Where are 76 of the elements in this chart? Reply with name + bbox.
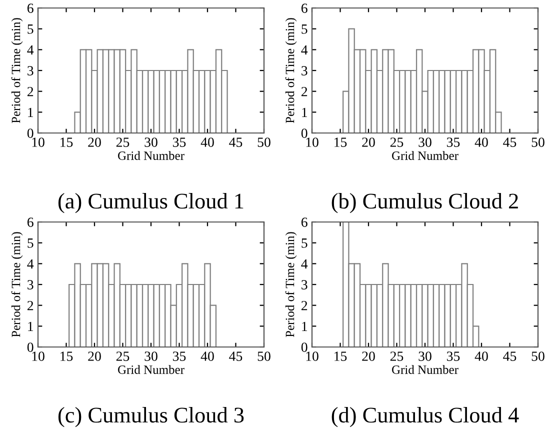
- text: (d) Cumulus Cloud 4: [332, 407, 519, 428]
- x-tick-label: 20: [88, 352, 101, 361]
- x-tick-label: 35: [446, 352, 460, 361]
- x-tick-label: 25: [390, 352, 404, 361]
- x-tick-label: 25: [116, 138, 130, 147]
- x-tick-label: 20: [88, 138, 101, 147]
- y-tick-label: 4: [301, 45, 308, 54]
- x-tick-label: 10: [32, 138, 44, 147]
- y-tick-label: 4: [301, 259, 308, 268]
- y-tick-label: 0: [27, 342, 34, 352]
- x-tick-label: 10: [32, 352, 44, 361]
- x-tick-label: 45: [229, 138, 242, 147]
- text: (b) Cumulus Cloud 2: [332, 193, 518, 214]
- x-tick-label: 40: [200, 138, 214, 147]
- y-tick-label: 2: [28, 300, 34, 310]
- x-tick-label: 30: [144, 138, 158, 147]
- y-axis-title: Period of Time (min): [11, 232, 23, 338]
- x-tick-label: 40: [200, 352, 214, 361]
- y-tick-label: 2: [28, 86, 34, 96]
- y-tick-label: 3: [28, 280, 34, 290]
- y-tick-label: 1: [302, 108, 307, 117]
- y-tick-label: 3: [302, 66, 308, 76]
- y-tick-label: 0: [301, 128, 308, 138]
- x-tick-label: 50: [258, 138, 270, 147]
- y-tick-label: 4: [27, 45, 34, 54]
- x-tick-label: 15: [334, 352, 347, 361]
- y-tick-label: 6: [27, 4, 34, 13]
- y-tick-label: 6: [301, 218, 308, 227]
- x-tick-label: 15: [334, 138, 347, 147]
- x-tick-label: 40: [474, 138, 488, 147]
- y-axis-title: Period of Time (min): [285, 18, 297, 124]
- x-tick-label: 30: [144, 352, 158, 361]
- x-tick-label: 45: [503, 352, 516, 361]
- y-axis-title: Period of Time (min): [285, 232, 297, 338]
- text: (a) Cumulus Cloud 1: [58, 193, 244, 214]
- x-tick-label: 45: [503, 138, 516, 147]
- y-tick-label: 4: [27, 259, 34, 268]
- x-tick-label: 10: [306, 138, 318, 147]
- x-tick-label: 25: [390, 138, 404, 147]
- x-tick-label: 35: [446, 138, 460, 147]
- x-tick-label: 30: [418, 138, 432, 147]
- y-tick-label: 5: [302, 238, 308, 248]
- y-tick-label: 6: [27, 218, 34, 227]
- x-axis-title: Grid Number: [118, 365, 184, 374]
- y-tick-label: 2: [302, 86, 308, 96]
- y-axis-title: Period of Time (min): [11, 18, 23, 124]
- y-tick-label: 5: [302, 24, 308, 34]
- x-tick-label: 15: [60, 138, 73, 147]
- text: (c) Cumulus Cloud 3: [58, 407, 244, 428]
- y-tick-label: 6: [301, 4, 308, 13]
- x-tick-label: 15: [60, 352, 73, 361]
- x-tick-label: 50: [258, 352, 270, 361]
- y-tick-label: 5: [28, 238, 34, 248]
- y-tick-label: 3: [28, 66, 34, 76]
- y-tick-label: 2: [302, 300, 308, 310]
- x-tick-label: 50: [532, 352, 544, 361]
- y-tick-label: 1: [28, 322, 33, 331]
- y-tick-label: 1: [28, 108, 33, 117]
- x-tick-label: 10: [306, 352, 318, 361]
- x-tick-label: 35: [172, 138, 186, 147]
- x-tick-label: 30: [418, 352, 432, 361]
- y-tick-label: 1: [302, 322, 307, 331]
- x-tick-label: 20: [362, 138, 375, 147]
- y-tick-label: 0: [27, 128, 34, 138]
- x-axis-title: Grid Number: [118, 151, 184, 160]
- y-tick-label: 5: [28, 24, 34, 34]
- x-tick-label: 25: [116, 352, 130, 361]
- x-tick-label: 40: [474, 352, 488, 361]
- x-axis-title: Grid Number: [392, 365, 458, 374]
- x-tick-label: 35: [172, 352, 186, 361]
- x-tick-label: 50: [532, 138, 544, 147]
- x-tick-label: 20: [362, 352, 375, 361]
- x-axis-title: Grid Number: [392, 151, 458, 160]
- y-tick-label: 3: [302, 280, 308, 290]
- y-tick-label: 0: [301, 342, 308, 352]
- x-tick-label: 45: [229, 352, 242, 361]
